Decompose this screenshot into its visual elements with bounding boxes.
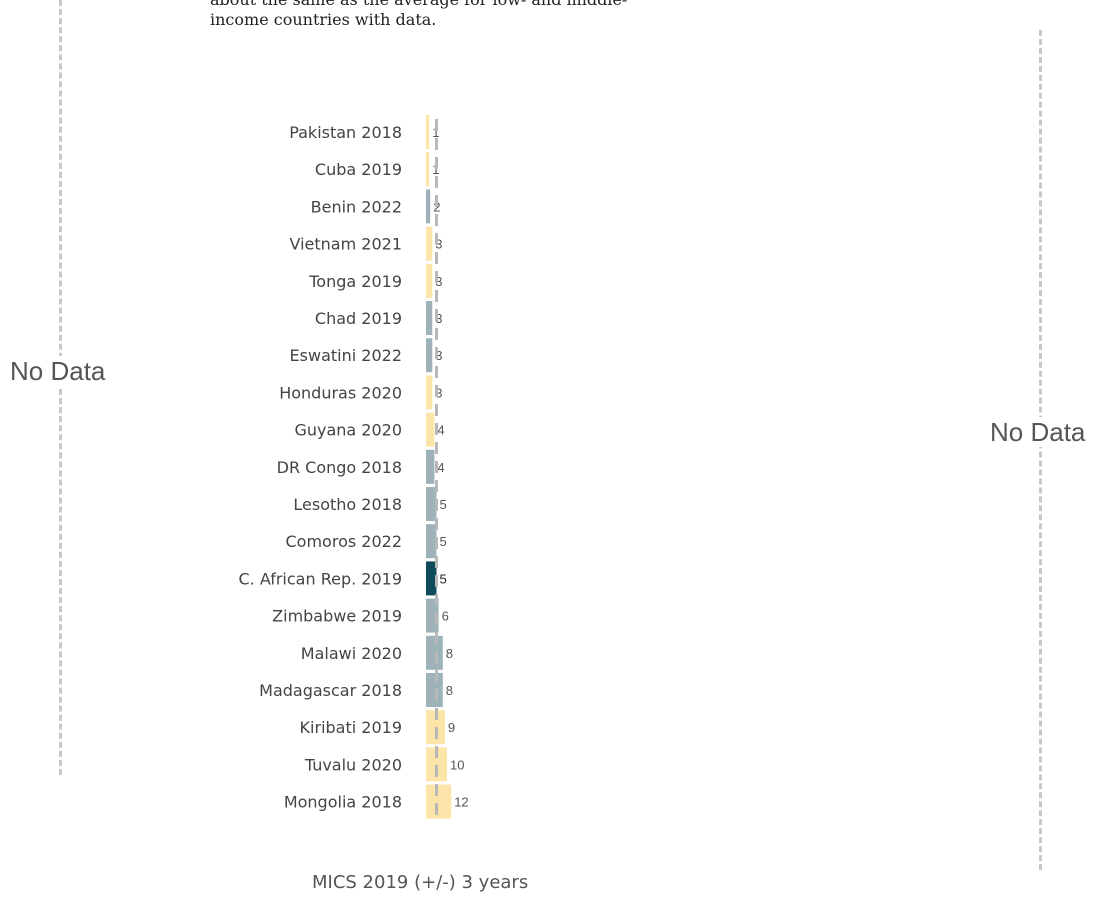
- value-label: 6: [442, 609, 449, 624]
- bar: [426, 487, 437, 521]
- bar: [426, 449, 435, 484]
- bar: [426, 152, 430, 187]
- category-label: Pakistan 2018: [289, 123, 402, 142]
- category-label: Tuvalu 2020: [304, 755, 402, 774]
- value-label: 8: [446, 683, 453, 698]
- category-label: C. African Rep. 2019: [239, 569, 403, 588]
- value-label: 3: [435, 385, 442, 400]
- value-label: 3: [435, 311, 442, 326]
- intro-text: about the same as the average for low- a…: [210, 0, 670, 30]
- bar: [426, 635, 443, 670]
- category-label: Mongolia 2018: [284, 793, 402, 812]
- category-label: Lesotho 2018: [293, 495, 402, 514]
- category-label: Eswatini 2022: [290, 346, 402, 365]
- category-label: Tonga 2019: [308, 272, 402, 291]
- value-label: 3: [435, 348, 442, 363]
- bar: [426, 115, 430, 149]
- category-label: Comoros 2022: [286, 532, 403, 551]
- category-label: Guyana 2020: [294, 421, 402, 440]
- value-label: 10: [450, 757, 464, 772]
- value-label: 1: [432, 125, 439, 140]
- value-label: 4: [437, 423, 444, 438]
- value-label: 1: [432, 162, 439, 177]
- bar: [426, 524, 437, 559]
- intro-line-2: income countries with data.: [210, 10, 437, 29]
- value-label: 4: [437, 460, 444, 475]
- value-label: 3: [435, 237, 442, 252]
- right-no-data-label: No Data: [988, 417, 1088, 447]
- category-label: Madagascar 2018: [259, 681, 402, 700]
- bar: [426, 412, 435, 447]
- bar: [426, 673, 443, 707]
- right-panel-divider: [1039, 30, 1042, 870]
- bar: [426, 263, 433, 298]
- bar: [426, 375, 433, 410]
- category-label: Vietnam 2021: [290, 235, 403, 254]
- category-label: DR Congo 2018: [277, 458, 402, 477]
- bar: [426, 561, 437, 596]
- bar: [426, 784, 452, 819]
- bar: [426, 189, 431, 224]
- category-label: Benin 2022: [311, 197, 402, 216]
- bar: [426, 301, 433, 335]
- value-label: 3: [435, 274, 442, 289]
- chart-title: MICS 2019 (+/-) 3 years: [312, 872, 529, 893]
- bar: [426, 226, 433, 261]
- value-label: 9: [448, 720, 455, 735]
- left-panel-divider: [59, 0, 62, 775]
- category-label: Malawi 2020: [301, 644, 402, 663]
- intro-line-1: about the same as the average for low- a…: [210, 0, 670, 10]
- bar: [426, 747, 447, 782]
- value-label: 5: [440, 571, 447, 586]
- bar: [426, 338, 433, 373]
- value-label: 5: [440, 534, 447, 549]
- category-label: Honduras 2020: [279, 383, 402, 402]
- left-no-data-label: No Data: [8, 356, 108, 386]
- category-label: Zimbabwe 2019: [272, 607, 402, 626]
- value-label: 12: [454, 795, 468, 810]
- value-label: 8: [446, 646, 453, 661]
- category-label: Cuba 2019: [315, 160, 402, 179]
- value-label: 5: [440, 497, 447, 512]
- category-label: Kiribati 2019: [300, 718, 402, 737]
- category-label: Chad 2019: [315, 309, 402, 328]
